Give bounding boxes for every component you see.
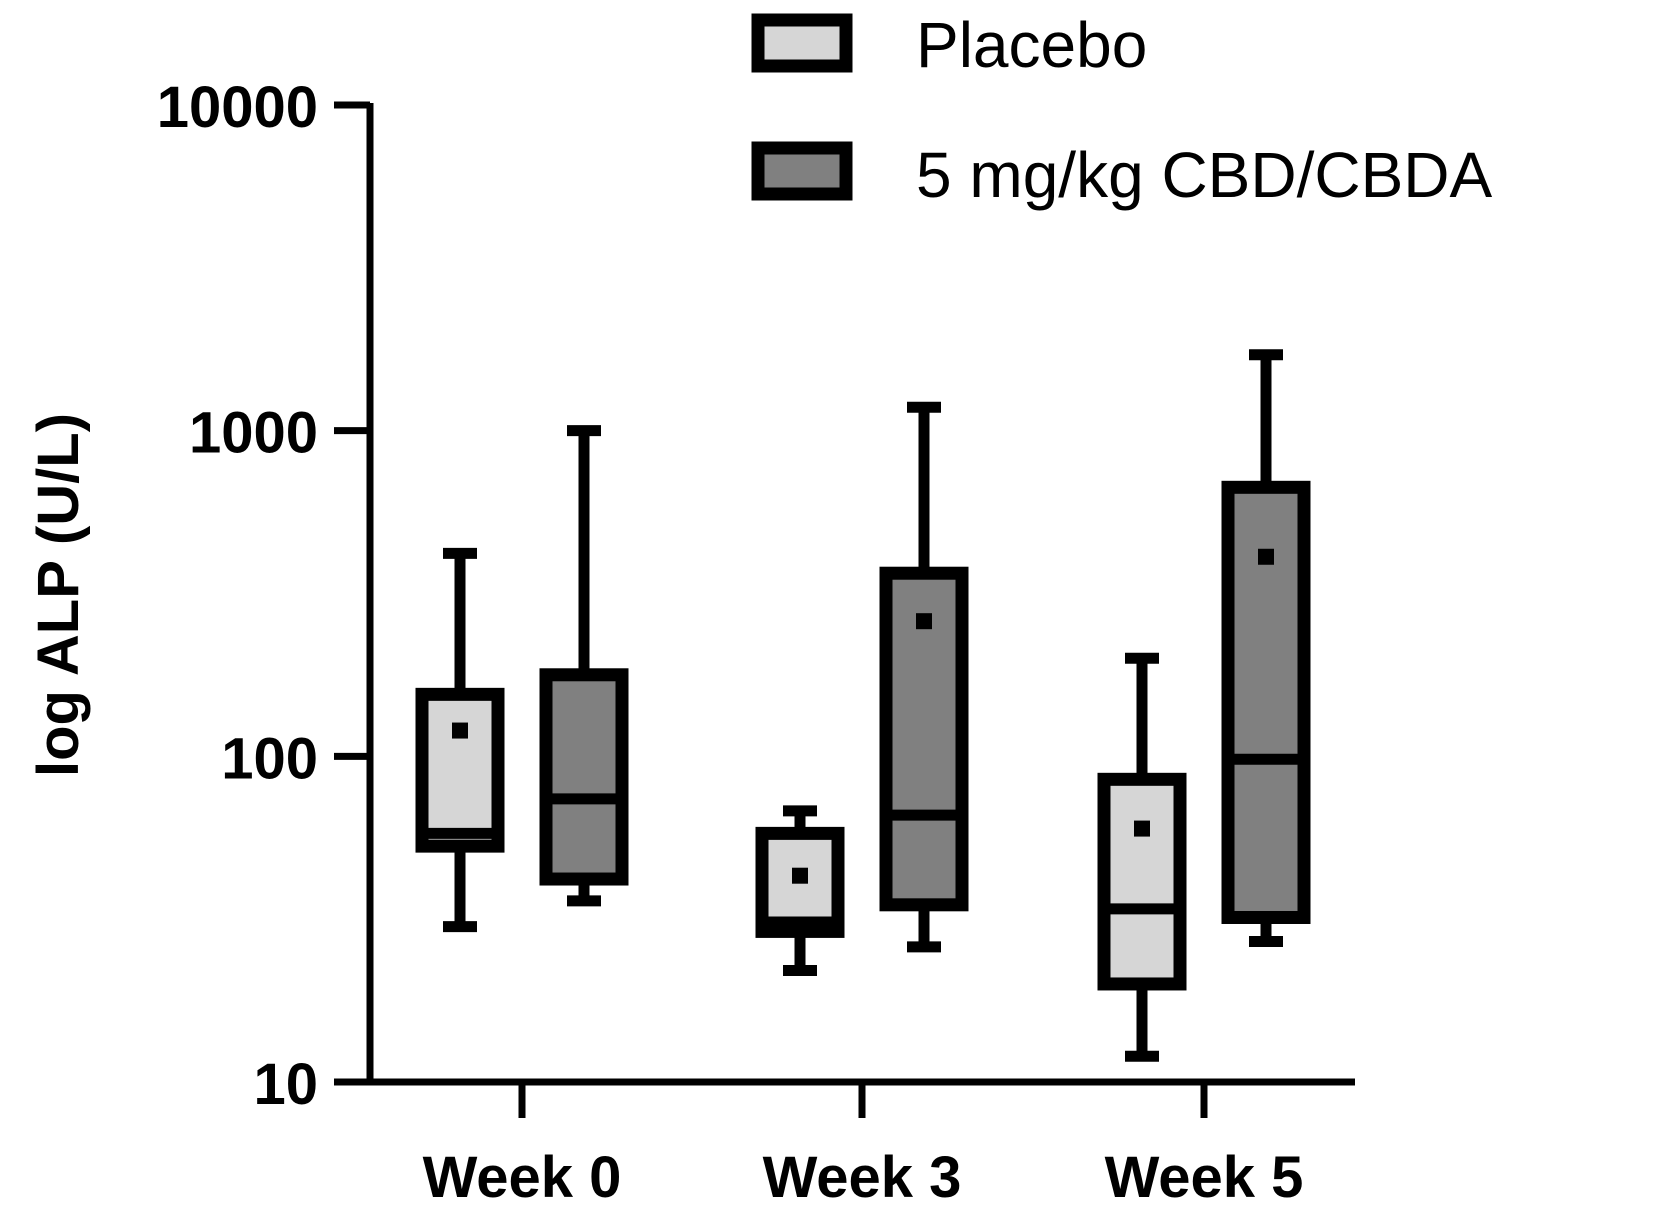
legend-swatch-placebo	[751, 13, 853, 73]
mean-marker	[1258, 548, 1274, 565]
x-tick-label: Week 0	[423, 1145, 622, 1210]
box-cbd-2	[1221, 349, 1311, 948]
x-tick-label: Week 3	[763, 1145, 962, 1210]
box-series	[415, 349, 1311, 1062]
box-cbd-0	[539, 425, 629, 907]
legend-swatch-cbd	[751, 141, 853, 201]
y-tick-label: 1000	[189, 401, 318, 466]
y-tick-label: 10000	[157, 75, 318, 140]
x-tick-label: Week 5	[1105, 1145, 1304, 1210]
y-tick-label: 10	[253, 1052, 318, 1117]
box-placebo-2	[1097, 652, 1187, 1062]
legend-label-placebo: Placebo	[916, 9, 1147, 81]
box-iqr	[415, 687, 505, 853]
box-placebo-0	[415, 547, 505, 933]
mean-marker	[916, 613, 932, 630]
mean-marker	[1134, 820, 1150, 837]
box-iqr	[879, 566, 969, 912]
mean-marker	[452, 722, 468, 739]
legend: Placebo 5 mg/kg CBD/CBDA	[751, 9, 1492, 211]
box-placebo-1	[755, 805, 845, 976]
box-cbd-1	[879, 401, 969, 953]
y-axis-label: log ALP (U/L)	[26, 413, 91, 777]
mean-marker	[792, 867, 808, 884]
y-ticks: 10 100 1000 10000	[157, 75, 370, 1117]
x-ticks: Week 0 Week 3 Week 5	[423, 1082, 1304, 1210]
box-iqr	[539, 668, 629, 886]
legend-label-cbd: 5 mg/kg CBD/CBDA	[916, 139, 1492, 211]
y-tick-label: 100	[221, 726, 318, 791]
box-iqr	[1097, 772, 1187, 991]
